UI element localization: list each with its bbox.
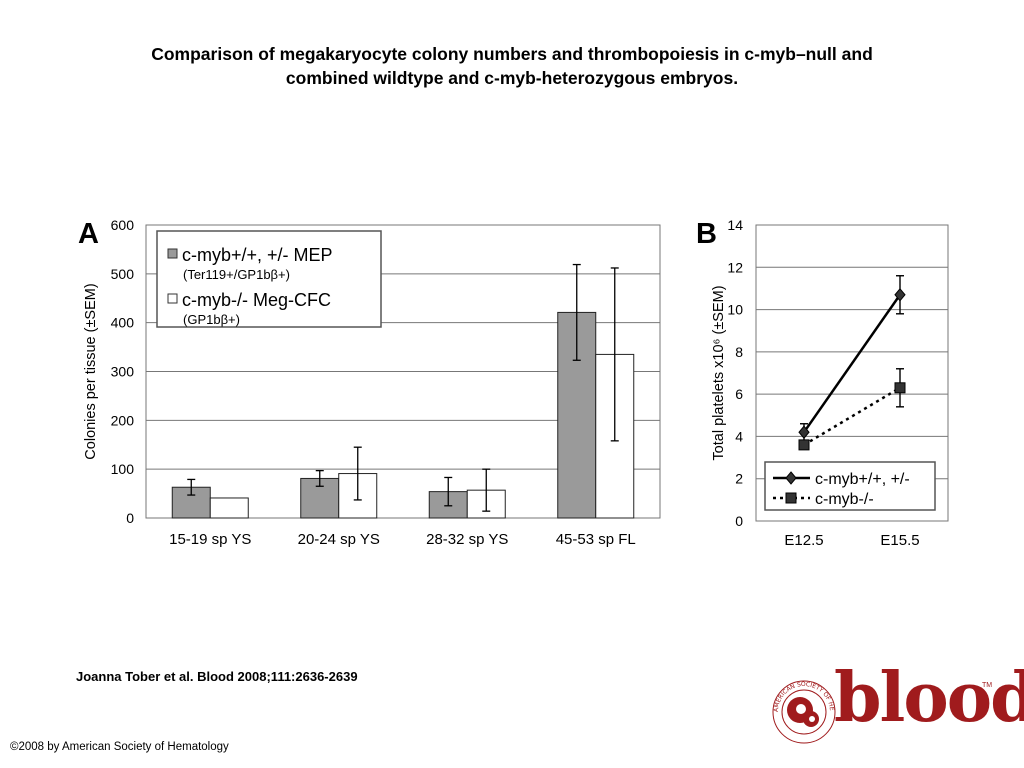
panel-b-y-tick-label: 10 <box>727 302 743 318</box>
panel-b-x-tick-label: E15.5 <box>880 532 919 549</box>
panel-b-legend-label: c-myb+/+, +/- <box>815 471 910 488</box>
panel-b-legend-marker <box>785 492 797 504</box>
panel-a-letter: A <box>78 218 99 250</box>
copyright: ©2008 by American Society of Hematology <box>10 741 229 753</box>
panel-b-series-line <box>803 386 901 446</box>
panel-b-legend: c-myb+/+, +/- c-myb-/- <box>764 461 936 511</box>
panel-a-legend-label: c-myb-/- Meg-CFC <box>182 290 331 310</box>
panel-a-y-tick-label: 300 <box>111 364 135 380</box>
blood-wordmark: blood <box>834 658 1024 738</box>
panel-b-y-axis-label: Total platelets x10⁶ (±SEM) <box>711 285 727 460</box>
panel-b-data-point <box>798 439 810 451</box>
panel-b-y-tick-label: 14 <box>727 217 743 233</box>
panel-a-y-tick-label: 0 <box>126 510 134 526</box>
panel-a-legend-sublabel: (GP1bβ+) <box>183 312 240 327</box>
panel-a-legend-swatch <box>167 293 178 304</box>
panel-a-y-tick-label: 600 <box>111 217 135 233</box>
panel-b-data-point <box>798 425 810 439</box>
blood-journal-logo: AMERICAN SOCIETY OF HEMATOLOGY blood TM <box>770 658 1024 754</box>
citation: Joanna Tober et al. Blood 2008;111:2636-… <box>76 669 358 684</box>
panel-a-chart: A 0 100 200 300 400 500 600 Colonies per tissue … <box>78 217 661 548</box>
panel-b-y-tick-label: 2 <box>735 471 743 487</box>
panel-a-y-tick-label: 400 <box>111 315 135 331</box>
panel-b-chart: B 0 2 4 6 8 10 12 14 Total platelets x10⁶ (±SEM) E… <box>696 217 949 549</box>
panel-a-legend-swatch <box>167 248 178 259</box>
panel-a-bar <box>209 497 249 519</box>
panel-b-y-tick-label: 0 <box>735 513 743 529</box>
panel-a-x-tick-label: 20-24 sp YS <box>298 531 380 548</box>
panel-a-y-axis-label: Colonies per tissue (±SEM) <box>83 283 99 459</box>
title-line-1: Comparison of megakaryocyte colony numbe… <box>151 44 873 64</box>
panel-a-y-tick-label: 100 <box>111 461 135 477</box>
panel-b-letter: B <box>696 218 717 250</box>
panel-a-x-tick-label: 28-32 sp YS <box>426 531 508 548</box>
title-line-2: combined wildtype and c-myb-heterozygous… <box>285 68 739 88</box>
society-seal-icon: AMERICAN SOCIETY OF HEMATOLOGY <box>770 672 836 744</box>
panel-a-x-tick-label: 15-19 sp YS <box>169 531 251 548</box>
panel-a-x-tick-label: 45-53 sp FL <box>556 531 636 548</box>
figure-title: Comparison of megakaryocyte colony numbe… <box>40 42 984 90</box>
panel-b-data-point <box>894 382 906 394</box>
panel-a-legend-sublabel: (Ter119+/GP1bβ+) <box>183 267 290 282</box>
trademark: TM <box>982 682 993 689</box>
panel-a-legend-label: c-myb+/+, +/- MEP <box>182 245 333 265</box>
panel-a-legend-box <box>156 230 382 328</box>
panel-b-data-point <box>894 287 906 302</box>
panel-a-y-tick-label: 200 <box>111 412 135 428</box>
panel-b-x-tick-label: E12.5 <box>784 532 823 549</box>
panel-b-y-tick-label: 6 <box>735 386 743 402</box>
panel-b-legend-marker <box>785 471 797 485</box>
panel-a-legend: c-myb+/+, +/- MEP (Ter119+/GP1bβ+) c-myb-/… <box>156 230 382 328</box>
panel-b-series-line <box>802 294 902 433</box>
panel-b-y-tick-label: 8 <box>735 344 743 360</box>
panel-a-y-tick-label: 500 <box>111 266 135 282</box>
panel-b-y-tick-label: 4 <box>735 428 743 444</box>
panel-b-y-tick-label: 12 <box>727 259 743 275</box>
panel-b-legend-label: c-myb-/- <box>815 491 874 508</box>
